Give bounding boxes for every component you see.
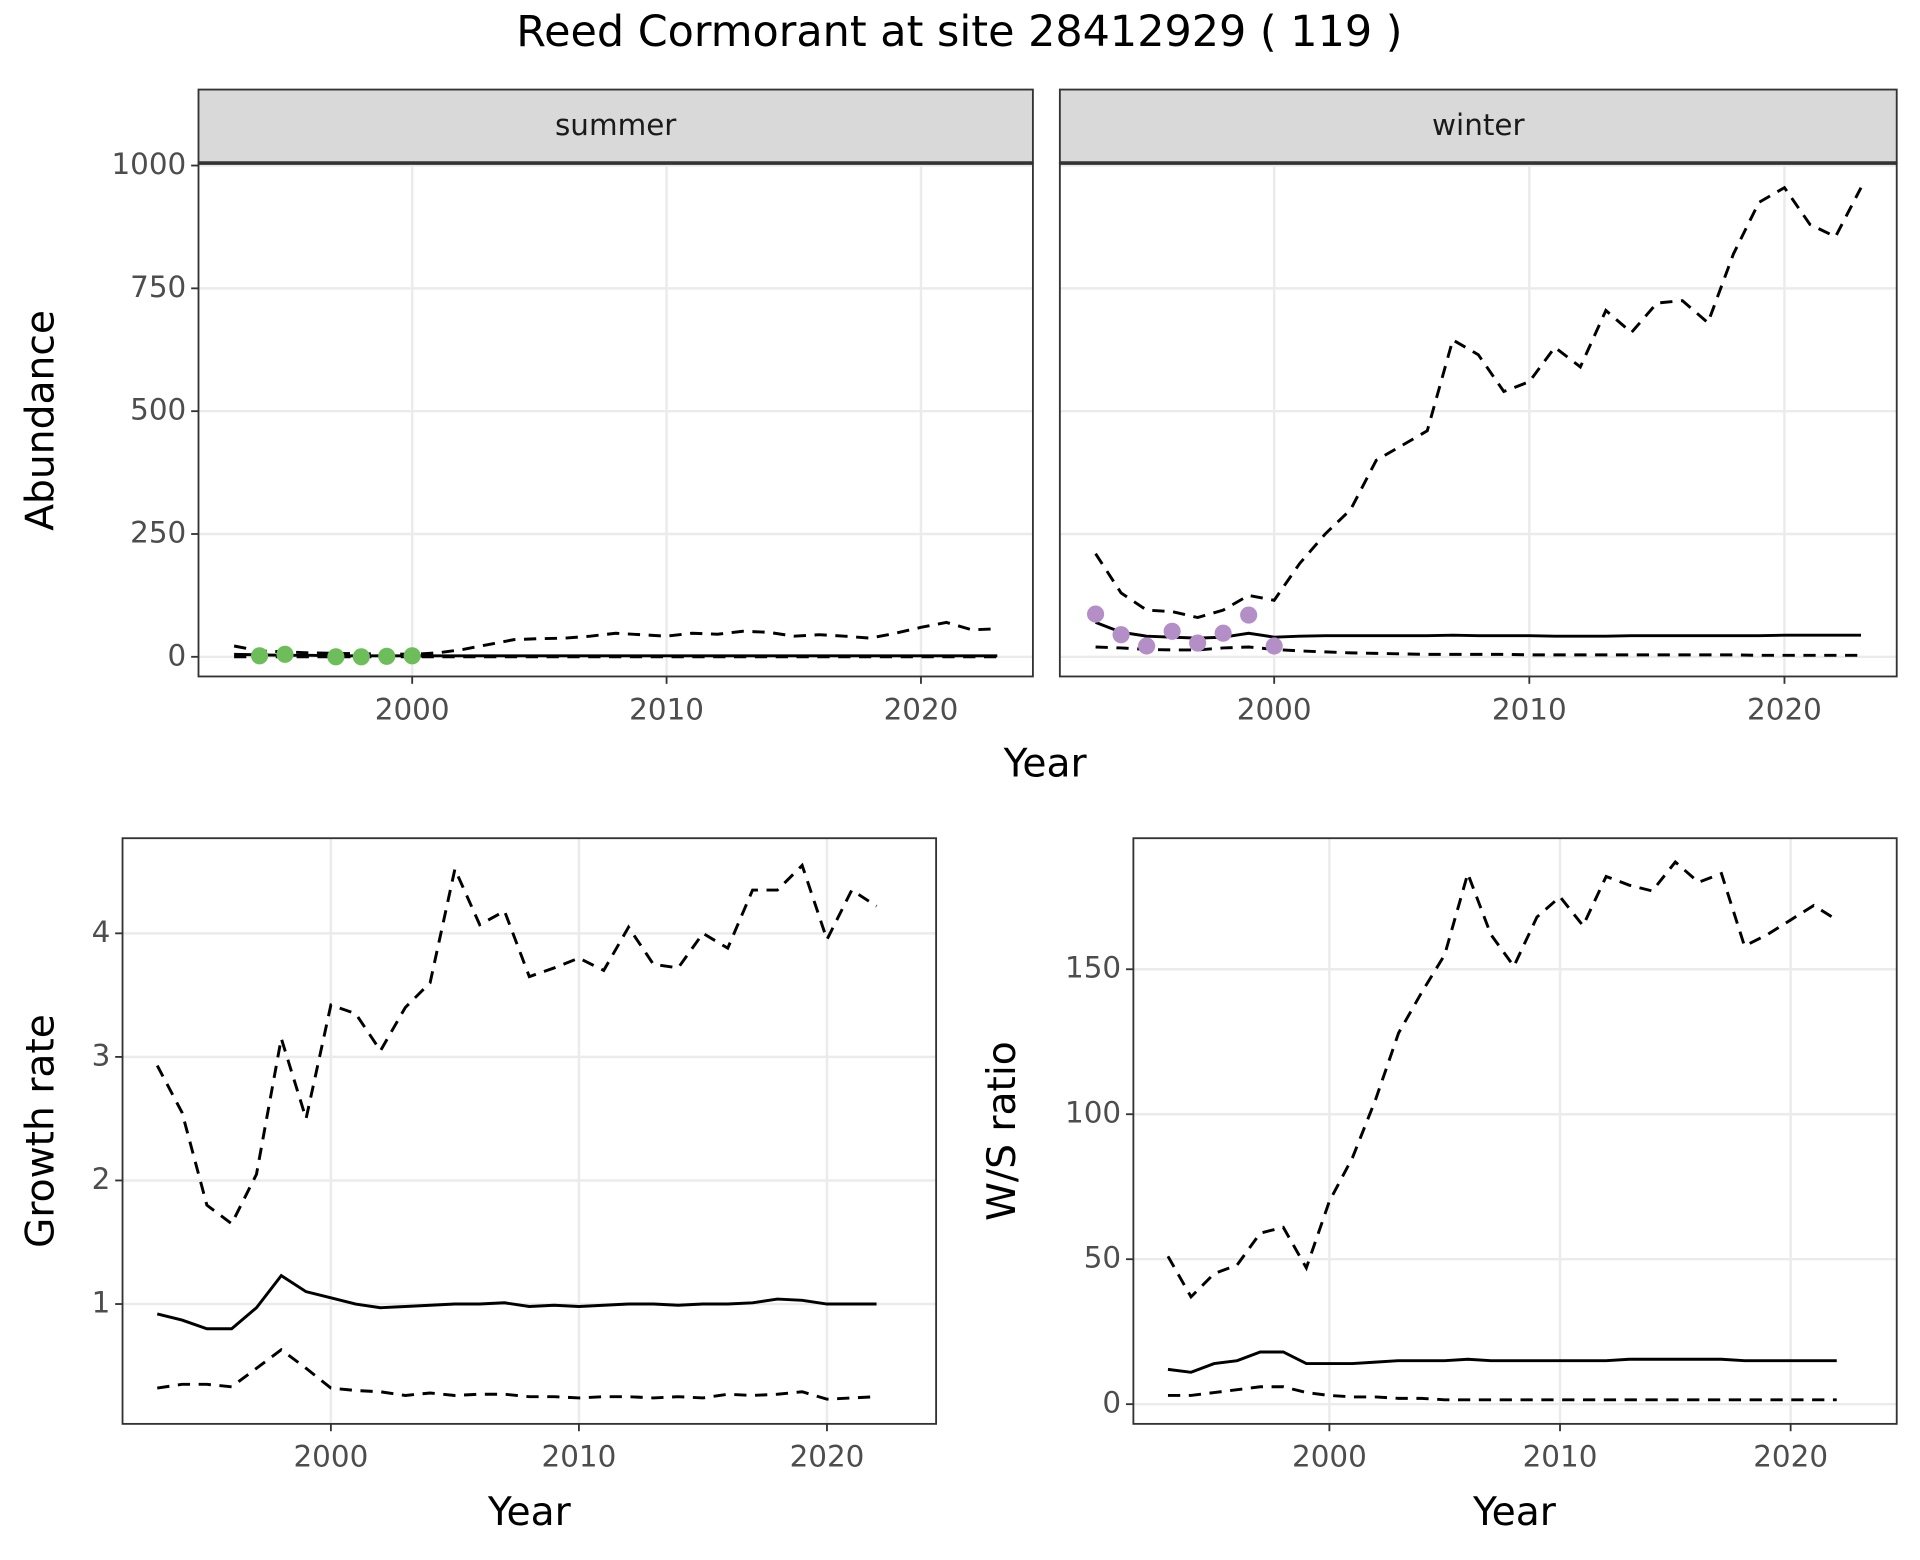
x-tick-label: 2020 [790, 1440, 865, 1474]
y-tick-label: 3 [92, 1038, 111, 1072]
y-tick-label: 50 [1084, 1241, 1121, 1275]
y-tick-label: 1 [92, 1286, 111, 1320]
line [156, 1273, 877, 1331]
panel-background [122, 838, 937, 1424]
x-tick-label: 2000 [1292, 1440, 1367, 1474]
strip-label: winter [1432, 108, 1525, 142]
x-tick-label: 2010 [542, 1440, 617, 1474]
line [1167, 1350, 1837, 1374]
y-tick-label: 750 [130, 270, 186, 304]
y-axis-title: Growth rate [18, 1014, 63, 1248]
point [250, 647, 269, 665]
point [1112, 626, 1130, 644]
x-tick-label: 2020 [1747, 692, 1822, 726]
y-axis-title: W/S ratio [980, 1041, 1025, 1221]
line [1094, 185, 1863, 620]
y-tick-label: 500 [130, 393, 186, 427]
line [157, 1347, 877, 1401]
point [1214, 624, 1232, 642]
y-tick-label: 100 [1065, 1096, 1121, 1130]
point [378, 647, 396, 665]
point [1163, 622, 1181, 640]
point [352, 648, 370, 666]
point [1265, 637, 1283, 655]
x-tick-label: 2000 [375, 692, 450, 726]
x-axis-title: Year [487, 1490, 572, 1535]
x-tick-label: 2020 [884, 692, 959, 726]
point [1189, 634, 1207, 652]
point [403, 647, 421, 665]
point [1240, 606, 1258, 624]
y-tick-label: 4 [92, 915, 111, 949]
line [155, 862, 878, 1226]
y-tick-label: 150 [1065, 951, 1121, 985]
y-tick-label: 250 [130, 515, 186, 549]
panel-border [1132, 837, 1898, 1425]
x-tick-label: 2000 [293, 1440, 368, 1474]
x-tick-label: 2000 [1237, 692, 1312, 726]
strip [197, 88, 1034, 164]
line [1095, 645, 1862, 657]
x-tick-label: 2010 [1492, 692, 1567, 726]
y-tick-label: 1000 [111, 147, 186, 181]
point [276, 645, 294, 663]
x-tick-label: 2010 [1523, 1440, 1598, 1474]
panel-border [121, 837, 938, 1425]
panel-background [1133, 838, 1897, 1424]
x-tick-label: 2020 [1753, 1440, 1828, 1474]
line [1167, 1385, 1837, 1402]
point [327, 648, 345, 666]
point [1087, 605, 1105, 623]
y-axis-title: Abundance [18, 310, 63, 531]
strip-label: summer [555, 108, 677, 142]
x-axis-title: Year [1472, 1490, 1557, 1535]
panel-background [198, 163, 1033, 677]
strip [1058, 88, 1898, 164]
figure-title: Reed Cormorant at site 28412929 ( 119 ) [516, 7, 1402, 57]
point [1138, 637, 1156, 655]
x-tick-label: 2010 [629, 692, 704, 726]
y-tick-label: 0 [1102, 1386, 1121, 1420]
panel-background [1059, 163, 1897, 677]
y-tick-label: 2 [92, 1162, 111, 1196]
y-tick-label: 0 [168, 638, 187, 672]
x-axis-title: Year [1003, 741, 1088, 786]
